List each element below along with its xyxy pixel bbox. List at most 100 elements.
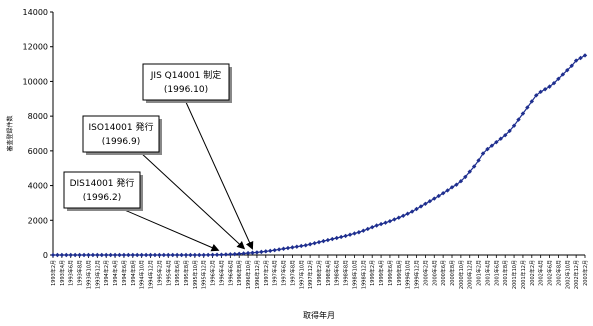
x-tick-label: 2002年10月 [564, 260, 571, 289]
data-point [347, 232, 353, 237]
annotation-box [142, 63, 230, 101]
data-point [423, 201, 428, 206]
x-tick-label: 2002年4月 [538, 260, 545, 286]
x-tick-label: 1996年2月 [210, 260, 217, 286]
data-point [201, 252, 206, 258]
data-point [356, 230, 362, 235]
x-tick-label: 1993年8月 [77, 260, 84, 286]
data-point [374, 223, 379, 228]
data-point [276, 247, 282, 252]
x-tick-label: 1997年12月 [307, 260, 314, 289]
x-tick-label: 2001年6月 [493, 260, 500, 286]
x-tick-label: 1995年10月 [192, 260, 199, 289]
x-tick-label: 1998年8月 [343, 260, 350, 286]
data-point [498, 136, 503, 141]
annotation-title: ISO14001 発行 [89, 121, 154, 133]
data-point [338, 234, 344, 240]
annotation-title: JIS Q14001 制定 [150, 69, 221, 81]
x-tick-label: 2000年10月 [458, 260, 465, 289]
data-point [520, 111, 526, 116]
data-point [556, 76, 561, 82]
x-tick-label: 2000年2月 [422, 260, 429, 286]
data-point [378, 221, 384, 227]
data-point [471, 164, 477, 169]
annotation-title: DIS14001 発行 [70, 177, 135, 189]
data-point [489, 143, 495, 148]
data-point [516, 117, 521, 122]
data-point [170, 252, 175, 258]
data-point [405, 211, 410, 216]
x-tick-label: 1995年12月 [201, 260, 208, 289]
y-tick-label: 12000 [23, 43, 48, 52]
data-point [560, 72, 566, 77]
data-point [90, 252, 96, 258]
data-point [210, 252, 215, 258]
data-point [126, 252, 131, 258]
data-point [418, 204, 424, 209]
series-group [50, 53, 588, 258]
data-point [507, 128, 512, 134]
data-point [241, 251, 246, 256]
data-point [272, 247, 277, 253]
data-point [454, 182, 459, 187]
x-tick-label: 2002年8月 [555, 260, 562, 286]
data-point [95, 252, 100, 258]
x-tick-label: 1995年4月 [165, 260, 172, 286]
data-point [330, 236, 335, 242]
x-tick-label: 1996年12月 [254, 260, 261, 289]
data-point [161, 252, 167, 258]
data-point [157, 252, 162, 258]
annotation-callout: JIS Q14001 制定 (1996.10) [142, 63, 254, 250]
data-point [135, 252, 140, 258]
data-point [352, 231, 357, 236]
data-point [303, 243, 308, 248]
data-point [494, 139, 499, 145]
callouts-group: DIS14001 発行(1996.2)ISO14001 発行(1996.9)JI… [63, 63, 254, 252]
x-tick-label: 1999年8月 [396, 260, 403, 286]
x-tick-label: 2002年2月 [529, 260, 536, 286]
data-point [458, 179, 464, 184]
x-tick-label: 1997年4月 [272, 260, 279, 286]
data-point [72, 252, 78, 258]
data-point [117, 252, 122, 258]
data-point [112, 252, 118, 258]
annotation-box [82, 115, 160, 153]
data-point [228, 252, 233, 257]
data-point [197, 252, 202, 258]
data-point [50, 252, 56, 258]
data-point [299, 243, 304, 249]
x-tick-label: 1994年8月 [130, 260, 137, 286]
data-point [565, 67, 570, 73]
data-point [316, 239, 322, 245]
data-point [445, 188, 450, 193]
data-point [214, 252, 220, 257]
data-point [179, 252, 184, 258]
data-point [294, 244, 300, 249]
data-point [268, 248, 273, 254]
data-point [237, 251, 242, 256]
data-point [476, 158, 481, 163]
y-tick-label: 6000 [28, 147, 48, 156]
data-point [166, 252, 171, 258]
x-tick-label: 2000年4月 [431, 260, 438, 286]
data-point [104, 252, 109, 258]
data-point [86, 252, 91, 258]
data-point [449, 185, 455, 190]
x-tick-label: 2000年12月 [467, 260, 474, 289]
x-tick-label: 1999年4月 [378, 260, 385, 286]
y-tick-label: 0 [43, 251, 48, 260]
data-point [254, 250, 260, 255]
x-tick-label: 1999年6月 [387, 260, 394, 286]
data-point [152, 252, 158, 258]
data-point [290, 245, 295, 250]
data-point [232, 251, 237, 257]
x-tick-label: 1994年6月 [121, 260, 128, 286]
data-point [467, 169, 472, 174]
x-tick-label: 1996年4月 [218, 260, 225, 286]
x-tick-label: 1999年2月 [369, 260, 376, 286]
annotation-callout: ISO14001 発行 (1996.9) [82, 115, 246, 250]
data-point [259, 249, 264, 255]
data-point [312, 240, 317, 246]
data-point [121, 252, 127, 258]
x-tick-label: 1999年12月 [414, 260, 421, 289]
